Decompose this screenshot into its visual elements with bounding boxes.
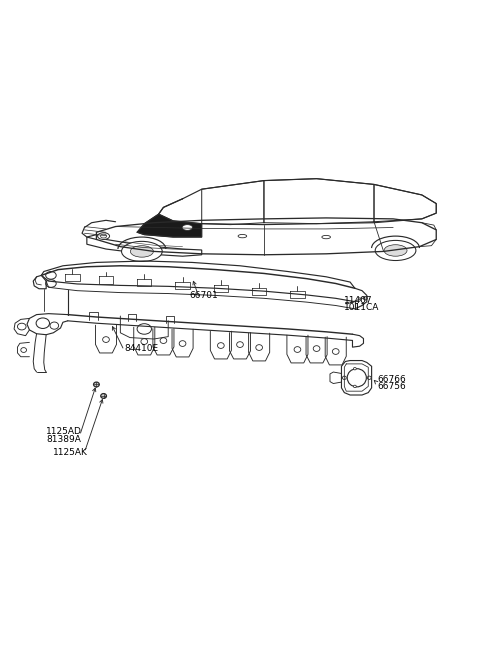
Ellipse shape (353, 385, 356, 388)
Text: 1125AK: 1125AK (53, 448, 88, 457)
Ellipse shape (237, 342, 243, 348)
Ellipse shape (363, 297, 367, 300)
Ellipse shape (46, 272, 56, 279)
Ellipse shape (332, 348, 339, 354)
Ellipse shape (100, 234, 107, 238)
Ellipse shape (17, 323, 26, 330)
Ellipse shape (141, 338, 148, 344)
Ellipse shape (367, 376, 371, 379)
Ellipse shape (36, 318, 49, 329)
Ellipse shape (97, 233, 109, 239)
Ellipse shape (121, 241, 162, 262)
Ellipse shape (238, 234, 247, 237)
Polygon shape (137, 214, 202, 237)
Ellipse shape (21, 348, 26, 352)
Ellipse shape (46, 279, 56, 287)
Ellipse shape (217, 342, 224, 348)
Ellipse shape (179, 340, 186, 346)
Text: 1011CA: 1011CA (344, 303, 380, 312)
Ellipse shape (322, 236, 330, 239)
Ellipse shape (294, 346, 301, 352)
Polygon shape (87, 235, 202, 256)
Text: 66766: 66766 (377, 375, 406, 384)
Ellipse shape (137, 323, 152, 334)
Ellipse shape (50, 322, 59, 329)
Ellipse shape (256, 344, 263, 350)
Ellipse shape (103, 337, 109, 342)
Ellipse shape (313, 346, 320, 352)
Polygon shape (341, 361, 372, 395)
Text: 84410E: 84410E (124, 344, 158, 353)
Ellipse shape (347, 369, 366, 387)
Ellipse shape (375, 240, 416, 260)
Ellipse shape (384, 245, 407, 256)
Text: 11407: 11407 (344, 296, 373, 305)
Text: 66701: 66701 (190, 291, 218, 300)
Ellipse shape (101, 394, 107, 398)
Text: 66756: 66756 (377, 382, 406, 391)
Ellipse shape (182, 224, 192, 230)
Ellipse shape (342, 376, 346, 379)
Ellipse shape (160, 338, 167, 344)
Ellipse shape (94, 382, 99, 387)
Ellipse shape (353, 367, 356, 370)
Ellipse shape (131, 246, 154, 257)
Text: 1125AD: 1125AD (46, 427, 82, 436)
Text: 81389A: 81389A (46, 434, 81, 443)
